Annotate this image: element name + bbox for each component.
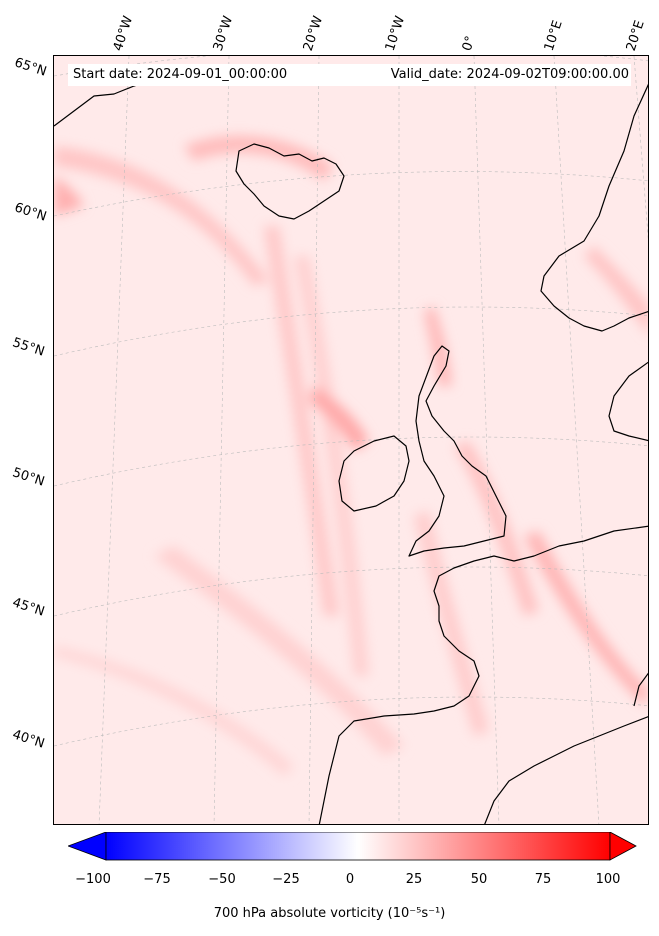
colorbar-tick: 25 — [405, 872, 423, 887]
colorbar-tick: −75 — [143, 872, 171, 887]
colorbar-tick: −100 — [75, 872, 111, 887]
graticule — [54, 56, 648, 824]
colorbar — [68, 832, 637, 861]
colorbar-tick: −25 — [272, 872, 300, 887]
colorbar-label: 700 hPa absolute vorticity (10⁻⁵s⁻¹) — [213, 906, 446, 921]
lon-label-40w: 40°W — [110, 14, 137, 53]
lat-label-60n: 60°N — [12, 200, 49, 225]
iceland-coast — [235, 143, 345, 220]
continental-europe-coast — [318, 525, 648, 824]
colorbar-tick: −50 — [208, 872, 236, 887]
lat-label-50n: 50°N — [10, 465, 47, 490]
norway-coast — [540, 83, 648, 332]
lat-label-65n: 65°N — [12, 55, 49, 80]
lon-label-20e: 20°E — [623, 18, 648, 53]
colorbar-tick: 75 — [534, 872, 552, 887]
colorbar-max-extend — [609, 832, 637, 861]
lon-label-0: 0° — [459, 34, 479, 53]
vorticity-map — [54, 56, 648, 824]
ireland-coast — [338, 435, 410, 512]
lat-label-40n: 40°N — [10, 727, 47, 752]
start-date-text: Start date: 2024-09-01_00:00:00 — [73, 67, 288, 82]
valid-date-text: Valid_date: 2024-09-02T09:00:00.00 — [390, 67, 629, 82]
colorbar-tick: 0 — [345, 872, 355, 887]
lon-label-30w: 30°W — [210, 14, 237, 53]
date-banner: Start date: 2024-09-01_00:00:00 Valid_da… — [68, 64, 631, 86]
colorbar-tick: 100 — [595, 872, 621, 887]
italy-coast — [633, 672, 648, 707]
lon-label-20w: 20°W — [300, 14, 327, 53]
lon-label-10e: 10°E — [541, 18, 566, 53]
map-panel — [53, 55, 649, 825]
colorbar-tick: 50 — [470, 872, 488, 887]
lat-label-55n: 55°N — [10, 335, 47, 360]
colorbar-min-extend — [68, 832, 107, 861]
denmark-coast — [608, 361, 648, 442]
north-africa-coast — [484, 716, 648, 824]
lat-label-45n: 45°N — [10, 595, 47, 620]
colorbar-gradient — [105, 832, 611, 861]
great-britain-coast — [408, 345, 507, 557]
vorticity-streaks — [54, 135, 648, 776]
lon-label-10w: 10°W — [382, 14, 409, 53]
